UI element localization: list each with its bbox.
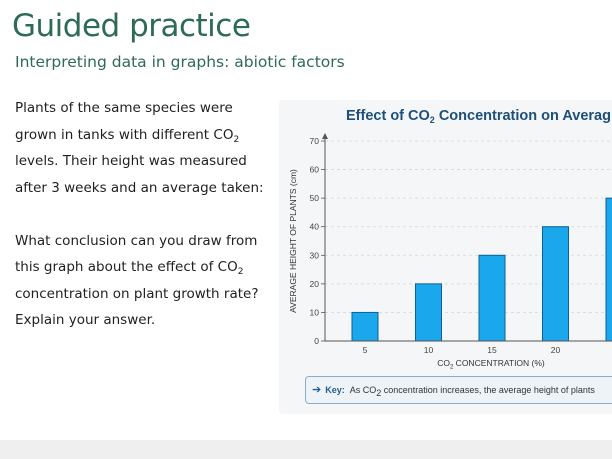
slide-subtitle: Interpreting data in graphs: abiotic fac…	[15, 53, 345, 71]
arrow-icon: ➔	[312, 384, 322, 396]
x-tick-label: 5	[363, 345, 368, 355]
key-label: Key:	[325, 385, 345, 395]
bar	[351, 311, 379, 342]
question-prompt: What conclusion can you draw from this g…	[15, 232, 259, 329]
y-tick-label: 70	[310, 136, 320, 146]
chart-panel: Effect of CO2 Concentration on Averag 0 1…	[279, 100, 612, 414]
chart-title: Effect of CO2 Concentration on Averag	[346, 108, 611, 125]
y-tick-label: 10	[310, 307, 320, 317]
x-tick-label: 10	[424, 345, 434, 355]
key-text: As CO2 concentration increases, the aver…	[349, 385, 595, 398]
y-tick-label: 20	[310, 279, 320, 289]
slide-title: Guided practice	[12, 8, 251, 44]
question-text: Plants of the same species were grown in…	[15, 95, 277, 334]
bar	[415, 283, 442, 342]
y-tick-label: 60	[310, 165, 320, 175]
chart-key: ➔ Key: As CO2 concentration increases, the…	[305, 376, 612, 404]
y-axis-arrow	[322, 133, 328, 139]
y-tick-label: 0	[314, 336, 319, 346]
bar	[478, 254, 506, 342]
footer-bar	[0, 440, 612, 459]
bar-chart: 0 10 20 30 40 50 60 70 5 10 15 20 CO2 CONCENTRATION …	[288, 133, 612, 371]
y-axis-label: AVERAGE HEIGHT OF PLANTS (cm)	[288, 169, 298, 313]
y-tick-label: 30	[310, 250, 320, 260]
bar	[542, 226, 569, 342]
y-tick-label: 50	[310, 193, 320, 203]
x-tick-label: 15	[487, 345, 497, 355]
y-tick-label: 40	[310, 222, 320, 232]
x-axis-label: CO2 CONCENTRATION (%)	[437, 358, 545, 371]
bar	[605, 197, 612, 342]
question-context: Plants of the same species were grown in…	[15, 100, 264, 196]
x-tick-label: 20	[551, 345, 561, 355]
